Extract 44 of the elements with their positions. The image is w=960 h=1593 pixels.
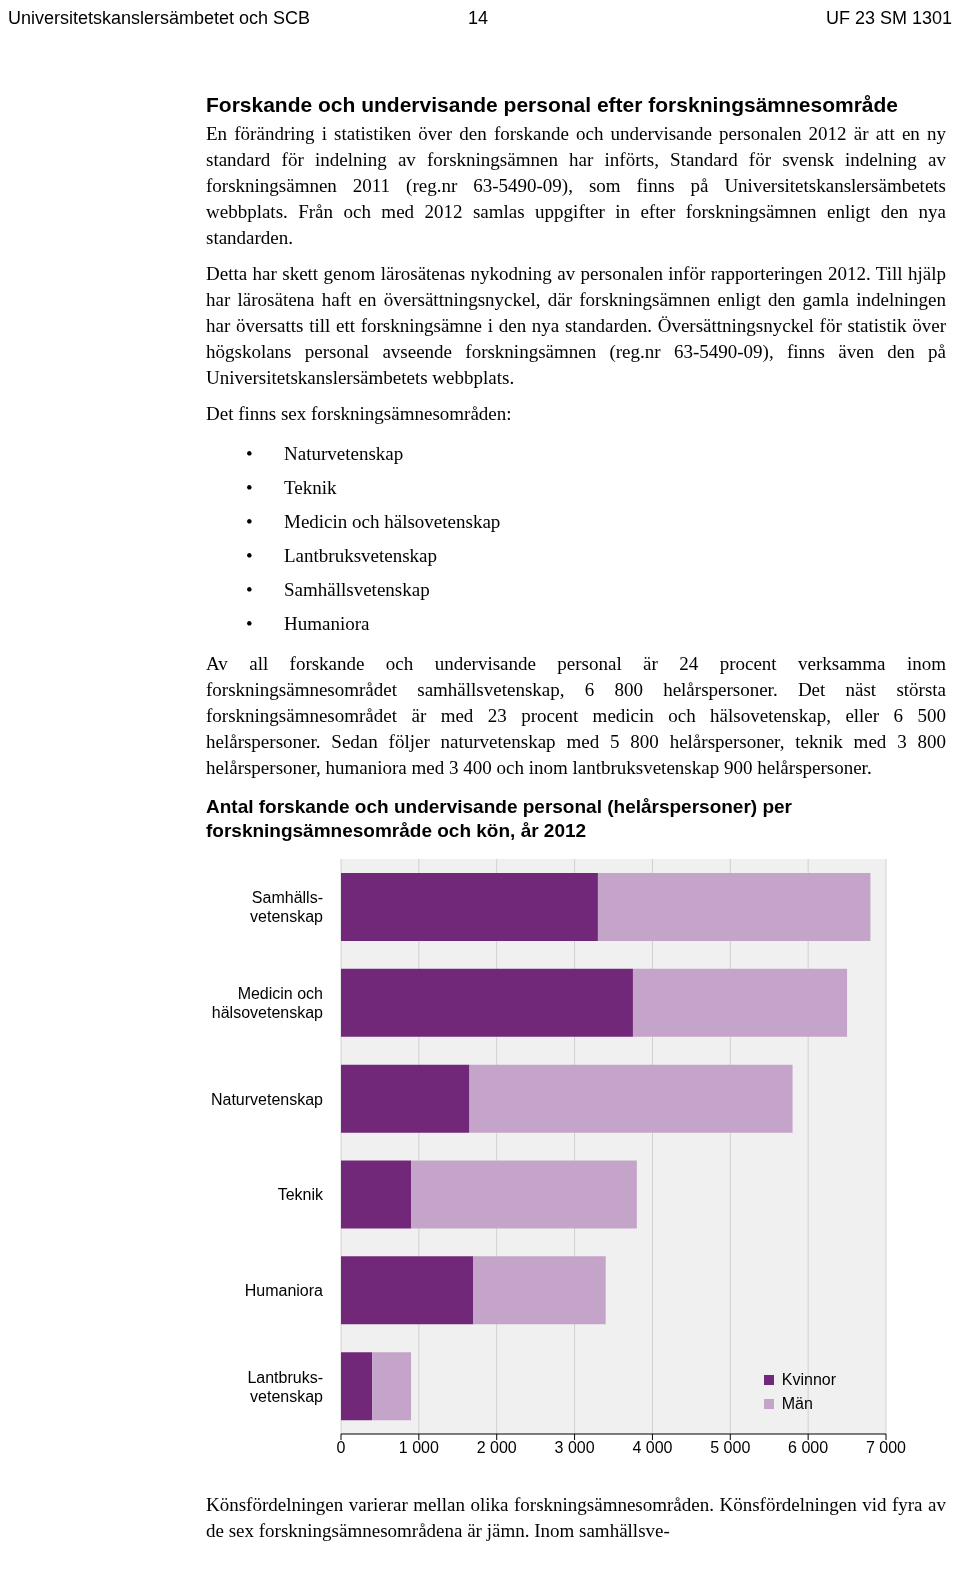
text: • Humaniora: [246, 613, 370, 634]
x-tick-label: 5 000: [710, 1439, 751, 1457]
text: Det finns sex forskningsämnesområden:: [206, 402, 513, 426]
y-tick-label: Humaniora: [244, 1281, 324, 1299]
text: • Naturvetenskap: [246, 443, 404, 464]
bar: [341, 1064, 470, 1133]
y-tick-label: Naturvetenskap: [210, 1090, 324, 1108]
legend-label: Kvinnor: [781, 1371, 836, 1389]
x-tick-label: 3 000: [554, 1439, 595, 1457]
bar: [469, 1064, 793, 1133]
text: UF 23 SM 1301: [825, 8, 952, 29]
text: Universitetskanslersämbetet och SCB: [8, 8, 311, 29]
bar: [341, 968, 633, 1037]
text: • Teknik: [246, 477, 337, 498]
bar: [341, 873, 598, 941]
x-tick-label: 6 000: [788, 1439, 829, 1457]
bar: [341, 1256, 474, 1325]
text: Av all forskande och undervisande personal är 24 procent verksamma inom forskningsämnesområdet samhällsvetenskap, 6 800 helårspersoner. Det näst största forskningsämnesområdet är med 23 procent medicin och hälsovetenskap, eller 6 500 helårspersoner. Sedan följer naturvetenskap med 5 800 helårspersoner, teknik med 3 800 helårspersoner, humaniora med 3 400 och inom lantbruksvetenskap 900 helårspersoner.: [206, 652, 946, 780]
bar: [341, 1160, 412, 1229]
bar: [372, 1352, 412, 1421]
bar: [473, 1256, 606, 1325]
bar: [411, 1160, 637, 1229]
y-tick-label: Samhälls-vetenskap: [250, 888, 324, 925]
text: Forskande och undervisande personal efter forskningsämnesområde: [206, 93, 900, 117]
x-tick-label: 0: [336, 1439, 346, 1457]
text: En förändring i statistiken över den forskande och undervisande personalen 2012 är att en ny standard för indelning av forskningsämnen har införts, Standard för svensk indelning av forskningsämnen 2011 (reg.nr 63-5490-09), som finns på Universitetskanslersämbetets webbplats. Från och med 2012 samlas uppgifter in efter forskningsämnen enligt den nya standarden.: [206, 122, 946, 250]
x-tick-label: 2 000: [476, 1439, 517, 1457]
text: • Samhällsvetenskap: [246, 579, 430, 600]
text: 14: [468, 8, 489, 29]
y-tick-label: Medicin och hälsovetenskap: [211, 984, 324, 1021]
x-tick-label: 7 000: [865, 1439, 907, 1457]
text: • Medicin och hälsovetenskap: [246, 511, 501, 532]
x-tick-label: 4 000: [632, 1439, 673, 1457]
bar: [341, 1352, 373, 1421]
bar: [597, 873, 871, 941]
bar: [632, 968, 848, 1037]
y-tick-label: Teknik: [277, 1185, 324, 1203]
text: Könsfördelningen varierar mellan olika forskningsämnesområden. Könsfördelningen vid fyra av de sex forskningsämnesområdena är jämn. Inom samhällsve-: [206, 1493, 946, 1543]
text: Detta har skett genom lärosätenas nykodning av personalen inför rapporteringen 2012. Till hjälp har lärosätena haft en översättningsnyckel, där forskningsämnen enligt den gamla indelningen har översatts till ett forskningsämne i den nya standarden. Översättningsnyckel för statistik över högskolans personal avseende forskningsämnen (reg.nr 63-5490-09), finns även den på Universitetskanslersämbetets webbplats.: [206, 262, 946, 390]
chart-title: Antal forskande och undervisande personal (helårspersoner) per forskningsämnesområde och kön, år 2012: [206, 795, 793, 843]
legend-label: Män: [781, 1395, 813, 1413]
text: • Lantbruksvetenskap: [246, 545, 438, 566]
y-tick-label: Lantbruks-vetenskap: [247, 1368, 324, 1405]
x-tick-label: 1 000: [398, 1439, 439, 1457]
